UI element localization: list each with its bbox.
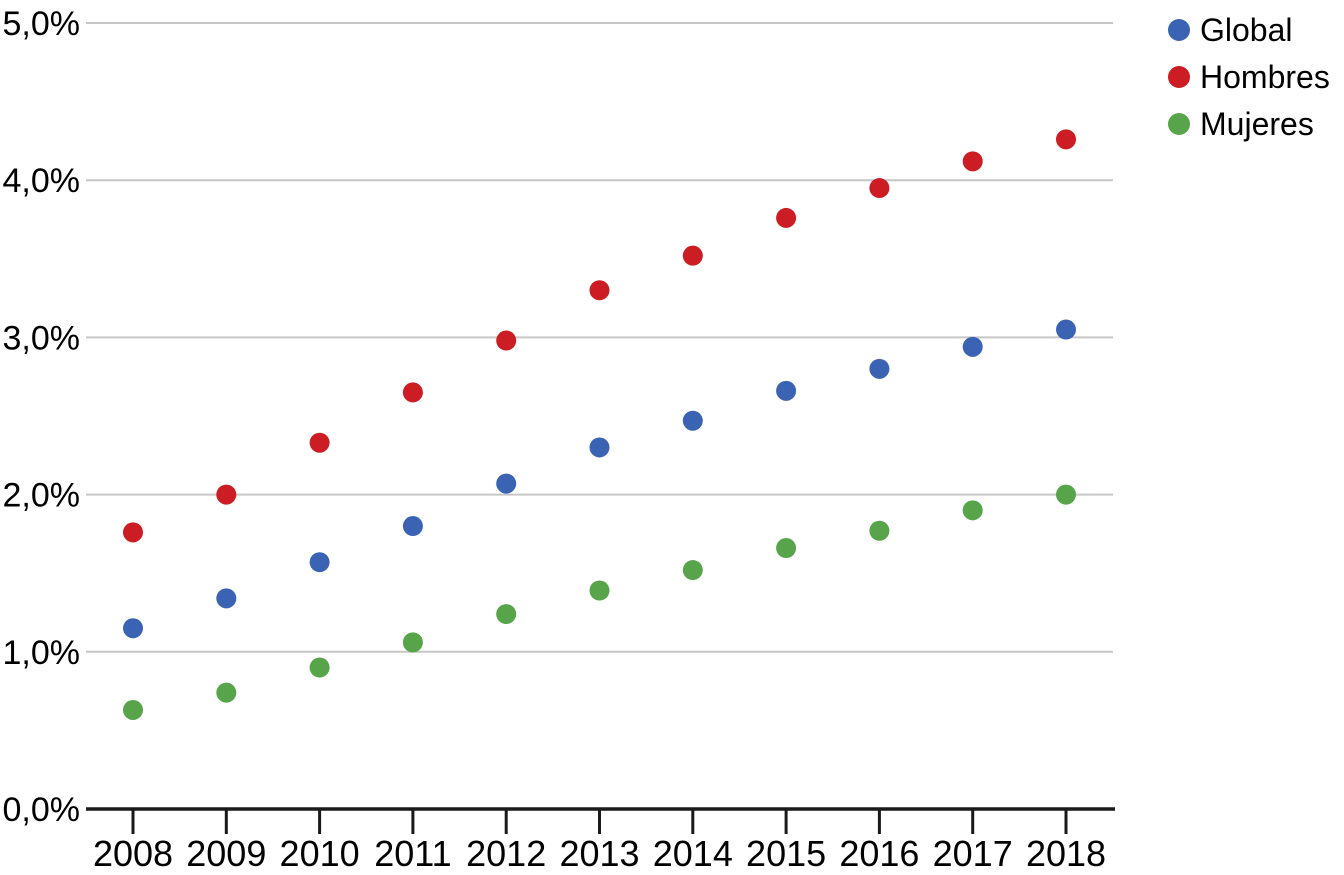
x-tick-label: 2010 xyxy=(280,833,360,874)
point-mujeres-2009 xyxy=(216,682,237,703)
y-tick-label: 5,0% xyxy=(3,5,81,43)
point-global-2015 xyxy=(776,380,797,401)
point-mujeres-2018 xyxy=(1056,484,1076,505)
y-tick-label: 4,0% xyxy=(3,162,81,200)
legend-label-hombres: Hombres xyxy=(1200,58,1330,95)
point-global-2009 xyxy=(216,588,237,609)
x-tick-label: 2013 xyxy=(559,833,639,874)
legend: Global Hombres Mujeres xyxy=(1168,6,1330,147)
legend-item-mujeres: Mujeres xyxy=(1168,100,1330,147)
point-mujeres-2014 xyxy=(682,560,703,581)
point-mujeres-2010 xyxy=(309,657,330,678)
point-hombres-2017 xyxy=(962,151,983,172)
x-tick-label: 2014 xyxy=(653,833,733,874)
point-global-2012 xyxy=(496,473,517,494)
point-hombres-2014 xyxy=(682,245,703,266)
point-hombres-2015 xyxy=(776,207,797,228)
point-hombres-2008 xyxy=(123,522,143,543)
legend-swatch-hombres-icon xyxy=(1168,65,1190,88)
point-hombres-2012 xyxy=(496,330,517,351)
point-hombres-2009 xyxy=(216,484,237,505)
legend-swatch-mujeres-icon xyxy=(1168,112,1190,135)
point-global-2018 xyxy=(1056,319,1076,340)
x-tick-label: 2017 xyxy=(933,833,1013,874)
x-tick-label: 2018 xyxy=(1026,833,1106,874)
point-global-2010 xyxy=(309,552,330,573)
point-global-2014 xyxy=(682,410,703,431)
point-mujeres-2012 xyxy=(496,604,517,625)
legend-item-global: Global xyxy=(1168,6,1330,53)
point-global-2013 xyxy=(589,437,610,458)
point-mujeres-2015 xyxy=(776,538,797,559)
legend-label-mujeres: Mujeres xyxy=(1200,105,1314,142)
legend-label-global: Global xyxy=(1200,11,1293,48)
point-hombres-2013 xyxy=(589,280,610,301)
x-tick-label: 2009 xyxy=(186,833,266,874)
point-hombres-2018 xyxy=(1056,129,1076,150)
y-tick-label: 3,0% xyxy=(3,319,81,357)
point-mujeres-2013 xyxy=(589,580,610,601)
x-tick-label: 2015 xyxy=(746,833,826,874)
point-hombres-2011 xyxy=(402,382,423,403)
point-mujeres-2016 xyxy=(869,520,890,541)
x-tick-label: 2016 xyxy=(839,833,919,874)
x-tick-label: 2008 xyxy=(93,833,173,874)
point-mujeres-2008 xyxy=(123,699,143,720)
point-global-2011 xyxy=(402,516,423,537)
point-global-2016 xyxy=(869,358,890,379)
y-tick-label: 2,0% xyxy=(3,477,81,515)
point-hombres-2010 xyxy=(309,432,330,453)
x-tick-label: 2012 xyxy=(466,833,546,874)
y-tick-label: 1,0% xyxy=(3,634,81,672)
legend-item-hombres: Hombres xyxy=(1168,53,1330,100)
x-tick-label: 2011 xyxy=(374,833,451,874)
point-mujeres-2011 xyxy=(402,632,423,653)
point-global-2008 xyxy=(123,618,143,639)
point-hombres-2016 xyxy=(869,178,890,199)
point-mujeres-2017 xyxy=(962,500,983,521)
y-tick-label: 0,0% xyxy=(3,791,81,829)
legend-swatch-global-icon xyxy=(1168,18,1190,41)
point-global-2017 xyxy=(962,336,983,357)
